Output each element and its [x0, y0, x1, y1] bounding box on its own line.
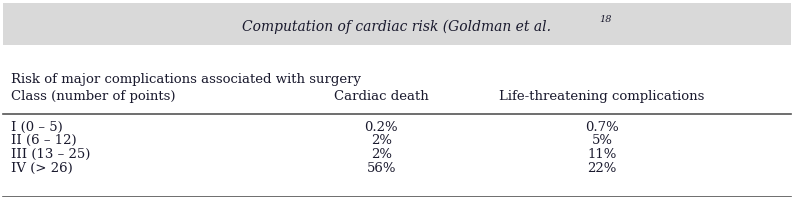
- Text: 22%: 22%: [588, 162, 617, 175]
- Text: Computation of cardiac risk (Goldman et al.: Computation of cardiac risk (Goldman et …: [242, 20, 552, 34]
- Text: IV (> 26): IV (> 26): [10, 162, 72, 175]
- Text: 5%: 5%: [592, 134, 612, 147]
- Text: 0.7%: 0.7%: [585, 121, 619, 134]
- Text: Risk of major complications associated with surgery: Risk of major complications associated w…: [10, 73, 360, 86]
- Text: 11%: 11%: [588, 148, 617, 161]
- Text: Life-threatening complications: Life-threatening complications: [499, 90, 705, 103]
- Text: 18: 18: [599, 15, 612, 24]
- Text: 56%: 56%: [367, 162, 396, 175]
- Text: Cardiac death: Cardiac death: [333, 90, 429, 103]
- Text: 2%: 2%: [371, 134, 391, 147]
- Text: 0.2%: 0.2%: [364, 121, 398, 134]
- Text: III (13 – 25): III (13 – 25): [10, 148, 90, 161]
- Text: Class (number of points): Class (number of points): [10, 90, 175, 103]
- Text: 2%: 2%: [371, 148, 391, 161]
- Text: I (0 – 5): I (0 – 5): [10, 121, 63, 134]
- FancyBboxPatch shape: [2, 3, 792, 45]
- Text: II (6 – 12): II (6 – 12): [10, 134, 76, 147]
